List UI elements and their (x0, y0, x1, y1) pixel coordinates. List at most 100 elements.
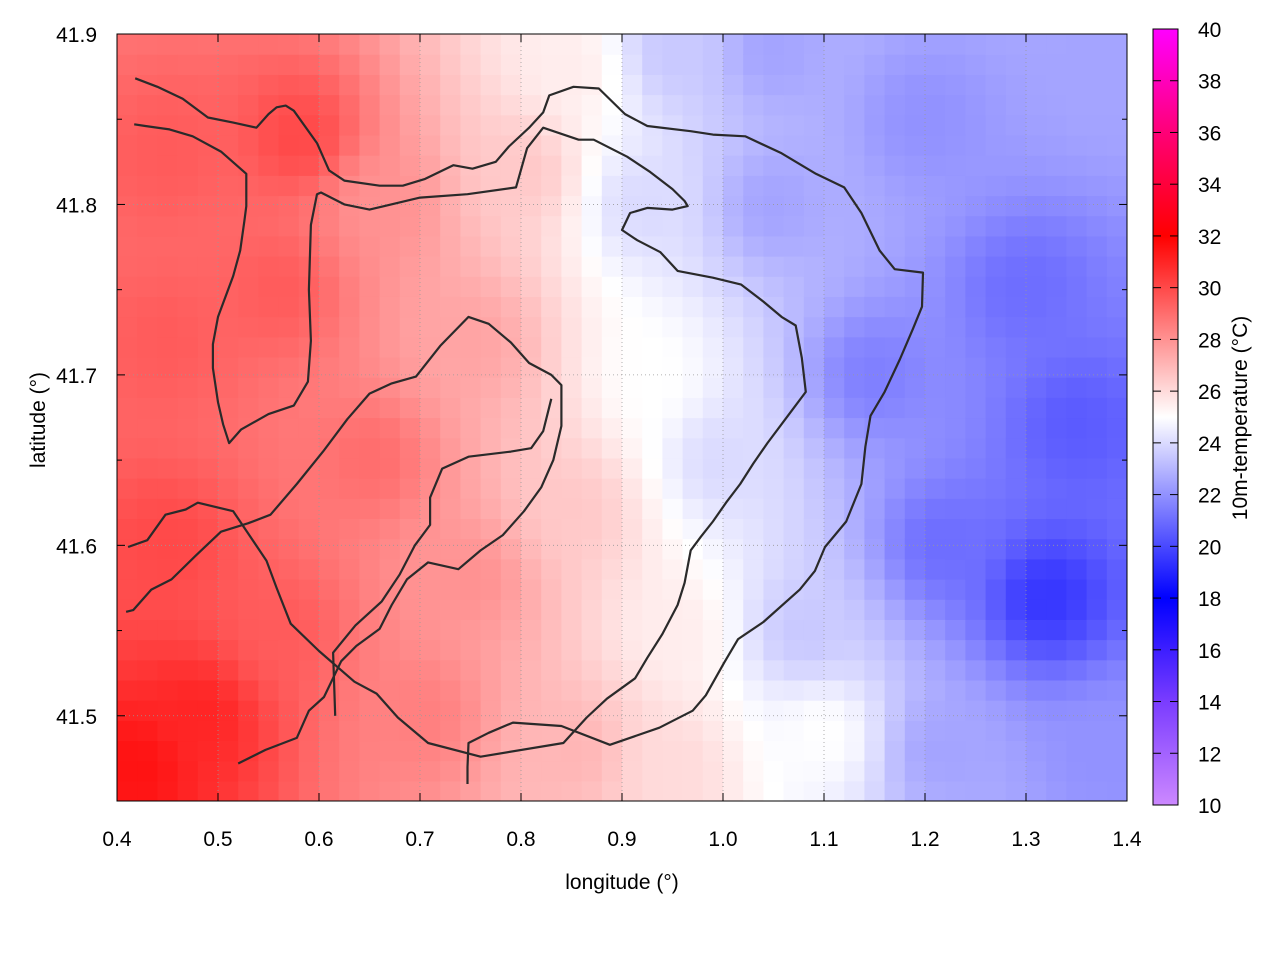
heat-cell (500, 538, 522, 560)
heat-cell (1106, 175, 1127, 197)
heat-cell (460, 336, 482, 358)
heat-cell (945, 215, 966, 237)
heat-cell (278, 94, 300, 116)
heat-cell (723, 679, 744, 701)
heat-cell (480, 679, 502, 701)
heat-cell (662, 780, 684, 801)
heat-cell (824, 437, 845, 459)
heat-cell (157, 760, 179, 782)
heat-cell (157, 397, 179, 419)
heat-cell (218, 740, 239, 762)
heat-cell (884, 619, 906, 641)
heat-cell (561, 700, 583, 721)
heat-cell (258, 700, 280, 721)
heat-cell (884, 700, 906, 721)
heat-cell (622, 256, 643, 277)
heat-cell (904, 417, 926, 439)
heat-cell (541, 195, 562, 217)
heat-cell (157, 155, 179, 176)
heat-cell (218, 155, 239, 176)
heat-cell (420, 34, 441, 55)
heat-cell (723, 478, 744, 499)
heat-cell (177, 256, 199, 277)
heat-cell (642, 498, 663, 520)
heat-cell (1026, 54, 1047, 75)
colorbar-tick-label: 16 (1198, 640, 1221, 663)
heat-cell (743, 94, 764, 116)
heat-cell (117, 74, 138, 96)
heat-cell (965, 34, 987, 55)
heat-cell (177, 518, 199, 540)
heat-cell (1026, 437, 1047, 459)
x-axis-title: longitude (°) (565, 871, 678, 894)
heat-cell (1086, 760, 1108, 782)
heat-cell (844, 578, 865, 600)
heat-cell (278, 155, 300, 176)
heat-cell (197, 760, 219, 782)
heat-cell (197, 377, 219, 398)
heat-cell (298, 54, 320, 75)
colorbar-tick-label: 28 (1198, 329, 1221, 352)
heat-cell (945, 34, 966, 55)
heat-cell (420, 134, 441, 156)
heat-cell (682, 74, 704, 96)
heat-cell (925, 740, 946, 762)
heat-cell (319, 316, 340, 338)
heat-cell (884, 34, 906, 55)
heat-cell (844, 538, 865, 560)
heat-cell (1005, 296, 1027, 318)
heat-cell (824, 155, 845, 176)
heat-cell (601, 34, 623, 55)
heat-cell (763, 417, 785, 439)
heat-cell (359, 235, 381, 257)
heat-cell (258, 619, 280, 641)
heat-cell (864, 195, 886, 217)
heat-cell (278, 498, 300, 520)
heat-cell (359, 478, 381, 499)
heat-cell (500, 558, 522, 580)
heat-cell (117, 235, 138, 257)
heat-cell (864, 740, 886, 762)
heat-cell (319, 377, 340, 398)
heat-cell (763, 356, 785, 378)
heat-cell (399, 377, 421, 398)
heat-cell (622, 780, 643, 801)
heat-cell (440, 256, 461, 277)
heat-cell (500, 336, 522, 358)
heat-cell (197, 397, 219, 419)
heat-cell (763, 659, 785, 681)
heat-cell (1046, 437, 1067, 459)
heat-cell (581, 215, 603, 237)
heat-cell (824, 498, 845, 520)
heat-cell (1086, 356, 1108, 378)
heat-cell (298, 74, 320, 96)
heat-cell (682, 336, 704, 358)
heat-cell (1005, 498, 1027, 520)
heat-cell (399, 296, 421, 318)
heat-cell (904, 155, 926, 176)
heat-cell (581, 356, 603, 378)
heat-cell (904, 457, 926, 479)
heat-cell (177, 538, 199, 560)
heat-cell (1046, 114, 1067, 136)
heat-cell (258, 316, 280, 338)
heat-cell (581, 639, 603, 661)
heat-cell (177, 417, 199, 439)
heat-cell (399, 599, 421, 620)
heat-cell (824, 599, 845, 620)
heat-cell (1066, 478, 1088, 499)
heat-cell (945, 195, 966, 217)
heat-cell (965, 578, 987, 600)
heat-cell (1046, 720, 1067, 742)
heat-cell (945, 316, 966, 338)
x-tick-label: 1.3 (1011, 828, 1040, 851)
heat-cell (723, 195, 744, 217)
heat-cell (763, 700, 785, 721)
heat-cell (197, 679, 219, 701)
heat-cell (137, 356, 158, 378)
heat-cell (157, 619, 179, 641)
heat-cell (258, 256, 280, 277)
heat-cell (864, 700, 886, 721)
heat-cell (1046, 700, 1067, 721)
heat-cell (1106, 659, 1127, 681)
